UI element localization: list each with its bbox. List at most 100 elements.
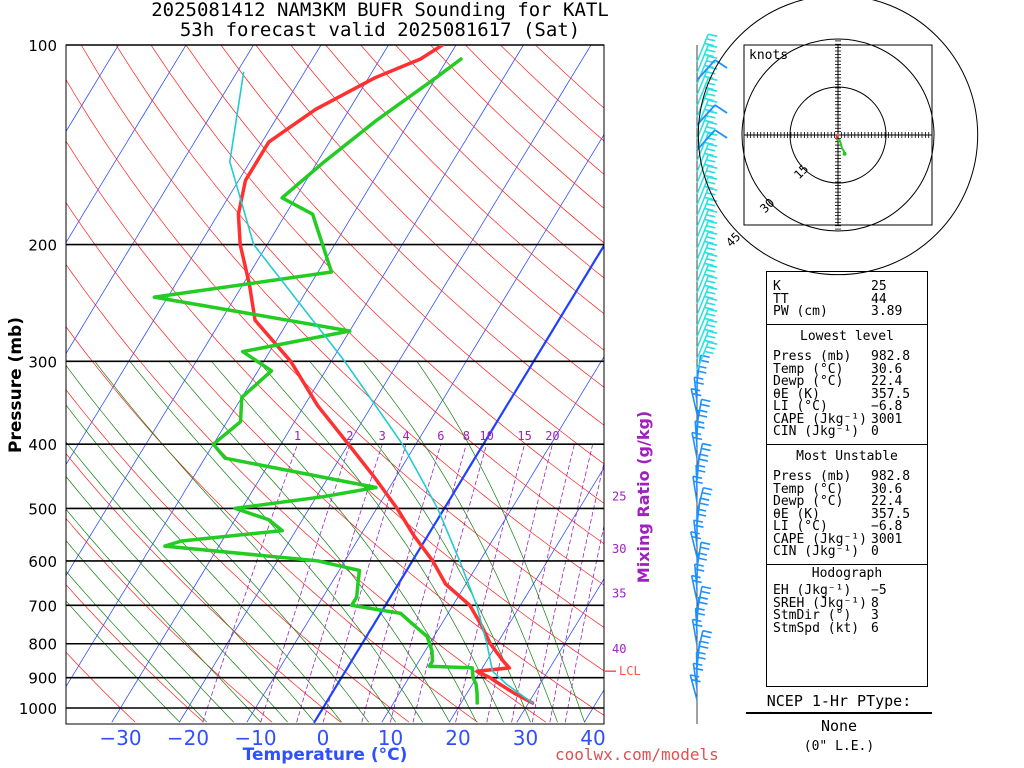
index-label: Dewp (°C) <box>773 374 844 389</box>
mixing-ratio-tick-label: 4 <box>402 429 409 443</box>
mixing-ratio-side-label: 40 <box>612 642 626 656</box>
moist-adiabat-line <box>129 360 423 723</box>
hodograph-trace-high <box>836 139 846 155</box>
index-label: Temp (°C) <box>773 481 844 497</box>
pressure-tick-label: 1000 <box>19 700 57 718</box>
pressure-tick-label: 200 <box>28 237 57 255</box>
dry-adiabat-line <box>66 263 547 723</box>
most-unstable-header: Most Unstable <box>796 448 898 464</box>
wind-barb <box>696 442 712 470</box>
index-value: 3001 <box>871 411 903 427</box>
moist-adiabat-line <box>211 360 477 723</box>
pressure-tick-label: 300 <box>28 353 57 371</box>
index-row: SREH (Jkg⁻¹) 8 <box>767 597 927 611</box>
credit-link[interactable]: coolwx.com/models <box>555 745 719 764</box>
mixing-ratio-line <box>486 443 553 723</box>
wind-barb <box>696 165 718 195</box>
series-temperature-line <box>236 45 535 705</box>
index-value: 6 <box>871 620 879 636</box>
isotherm-line <box>381 356 604 723</box>
mixing-ratio-tick-label: 15 <box>517 429 531 443</box>
index-value: 982.8 <box>871 469 911 484</box>
moist-adiabat-line <box>66 441 315 723</box>
wind-barb <box>696 308 718 338</box>
wind-barb <box>696 264 718 294</box>
wind-barb <box>693 376 704 404</box>
hodograph-label: knots <box>749 48 788 63</box>
pw-label: PW (cm) <box>773 304 828 319</box>
index-row: CAPE (Jkg⁻¹) 3001 <box>767 533 927 547</box>
moist-adiabat-line <box>66 364 369 723</box>
index-value: 22.4 <box>871 494 903 509</box>
ptype-panel: NCEP 1-Hr PType: None (0" L.E.) <box>746 692 932 754</box>
wind-barb <box>693 519 704 547</box>
ptype-note: (0" L.E.) <box>803 739 875 754</box>
temperature-tick-label: 0 <box>317 726 330 750</box>
isotherm-line <box>66 45 187 244</box>
index-row: Dewp (°C) 22.4 <box>767 494 927 509</box>
isotherm-line <box>66 45 457 688</box>
index-label: EH (Jkg⁻¹) <box>773 583 852 598</box>
wind-barb <box>696 143 718 173</box>
wind-barb <box>696 154 718 184</box>
k-index-value: 25 <box>871 279 887 294</box>
pressure-lines <box>65 44 605 725</box>
mixing-ratio-side-label: 30 <box>612 542 626 556</box>
dry-adiabat-line <box>150 45 604 504</box>
index-row: LI (°C) −6.8 <box>767 520 927 534</box>
dry-adiabat-line <box>220 45 604 426</box>
dry-adiabat-line <box>255 45 604 388</box>
chart-title: 2025081412 NAM3KM BUFR Sounding for KATL <box>151 0 609 21</box>
moist-adiabat-line <box>362 360 558 723</box>
index-value: 30.6 <box>871 361 903 377</box>
indices-panel: K 25 TT 44 PW (cm) 3.89 Lowest level Press … <box>766 271 928 687</box>
index-row: CIN (Jkg⁻¹) 0 <box>767 425 927 439</box>
index-value: 0 <box>871 544 879 559</box>
mixing-ratio-tick-label: 20 <box>545 429 559 443</box>
wind-barb <box>696 129 728 151</box>
plot-frame <box>65 44 605 725</box>
temperature-tick-label: −20 <box>167 726 209 750</box>
index-label: Press (mb) <box>773 349 852 364</box>
mixing-ratio-side-label: 25 <box>612 489 626 503</box>
index-label: Temp (°C) <box>773 361 844 377</box>
dry-adiabat-line <box>290 45 604 351</box>
index-value: 3 <box>871 608 879 623</box>
moist-adiabat-line <box>66 404 342 723</box>
hodograph-header: Hodograph <box>811 565 883 581</box>
pressure-tick-label: 900 <box>28 670 57 688</box>
pw-value: 3.89 <box>871 304 903 319</box>
mixing-ratio-tick-label: 3 <box>379 429 386 443</box>
ptype-title: NCEP 1-Hr PType: <box>746 692 932 714</box>
isotherm-line <box>179 45 592 723</box>
dry-adiabat-line <box>115 45 604 545</box>
index-value: 982.8 <box>871 349 911 364</box>
mixing-ratio-line <box>260 443 351 723</box>
index-label: CAPE (Jkg⁻¹) <box>773 411 867 427</box>
isotherm-line <box>111 45 524 723</box>
dry-adiabat-line <box>66 584 204 723</box>
index-label: StmSpd (kt) <box>773 620 860 636</box>
wind-barb <box>696 88 718 118</box>
wind-barbs <box>689 33 728 724</box>
temperature-tick-label: 20 <box>445 726 470 750</box>
wind-barb <box>696 398 711 426</box>
zero-isotherm-line <box>313 243 604 724</box>
wind-barb <box>696 242 718 272</box>
tt-index-value: 44 <box>871 291 887 307</box>
tt-index-label: TT <box>773 291 789 307</box>
mixing-ratio-axis-label: Mixing Ratio (g/kg) <box>634 411 653 583</box>
dry-adiabat-line <box>66 517 273 723</box>
dry-adiabat-line <box>66 453 341 723</box>
mixing-ratio-line <box>564 523 604 723</box>
hodograph-ring <box>697 0 979 276</box>
index-row: Press (mb) 982.8 <box>767 469 927 484</box>
hodograph-trace-low <box>835 134 839 142</box>
sounding-traces <box>152 45 535 705</box>
wind-barb <box>696 231 718 261</box>
index-row: LI (°C) −6.8 <box>767 400 927 414</box>
chart-subtitle: 53h forecast valid 2025081617 (Sat) <box>179 19 581 41</box>
index-row: θE (K) 357.5 <box>767 388 927 402</box>
